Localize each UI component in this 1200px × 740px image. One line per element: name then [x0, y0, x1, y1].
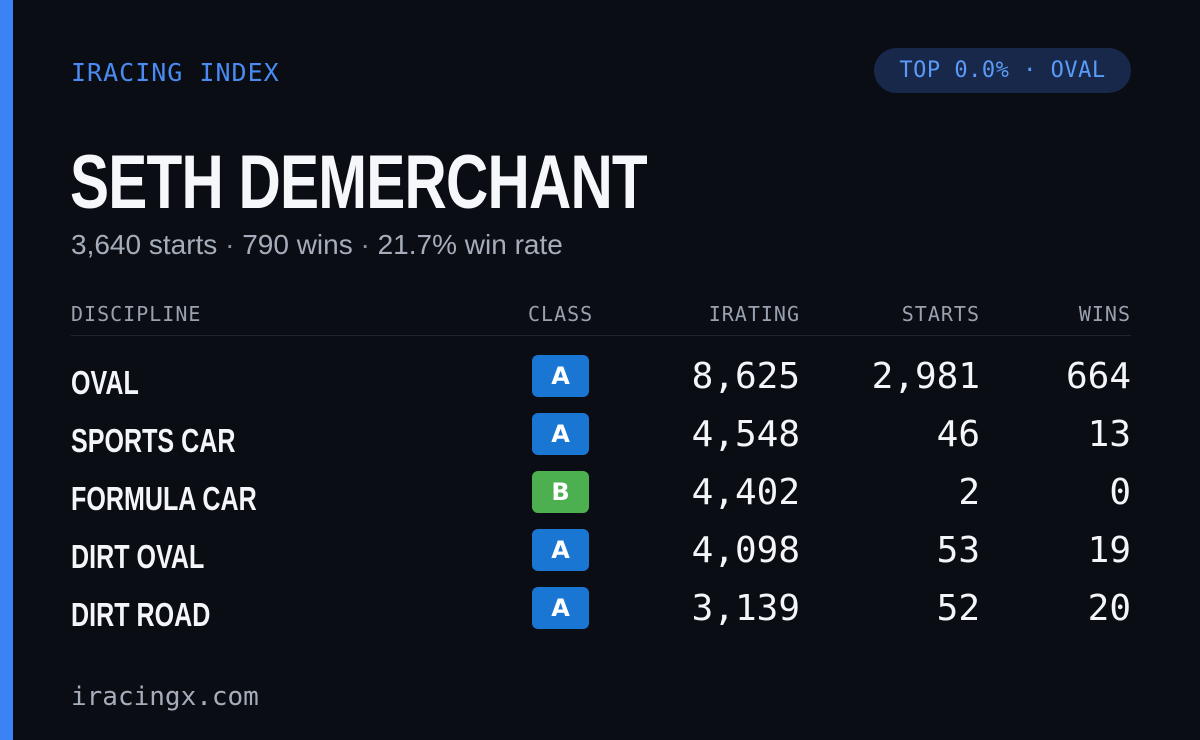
starts-value: 2,981 [871, 356, 980, 397]
separator: · [360, 229, 370, 260]
starts-value: 53 [936, 530, 980, 571]
table-row: OVAL A 8,625 2,981 664 [71, 355, 1131, 413]
wins-value: 13 [1087, 414, 1131, 455]
irating-value: 4,402 [691, 472, 800, 513]
driver-name: SETH DEMERCHANT [70, 140, 648, 225]
irating-value: 4,548 [691, 414, 800, 455]
wins-value: 20 [1087, 588, 1131, 629]
separator: · [225, 229, 235, 260]
class-badge: A [532, 355, 589, 397]
discipline-name: DIRT ROAD [71, 596, 211, 633]
table-header: DISCIPLINE CLASS IRATING STARTS WINS [71, 300, 1131, 336]
table-row: DIRT ROAD A 3,139 52 20 [71, 587, 1131, 645]
wins-total: 790 wins [242, 229, 353, 260]
irating-value: 4,098 [691, 530, 800, 571]
table-row: FORMULA CAR B 4,402 2 0 [71, 471, 1131, 529]
class-badge: A [532, 529, 589, 571]
win-rate: 21.7% win rate [377, 229, 563, 260]
header-wins: WINS [1078, 302, 1131, 326]
wins-value: 664 [1065, 356, 1131, 397]
table-row: DIRT OVAL A 4,098 53 19 [71, 529, 1131, 587]
accent-bar [0, 0, 13, 740]
rank-badge: TOP 0.0% · OVAL [874, 48, 1131, 93]
table-row: SPORTS CAR A 4,548 46 13 [71, 413, 1131, 471]
header-irating: IRATING [708, 302, 800, 326]
class-badge: A [532, 587, 589, 629]
starts-value: 2 [958, 472, 980, 513]
class-badge: A [532, 413, 589, 455]
starts-value: 52 [936, 588, 980, 629]
wins-value: 19 [1087, 530, 1131, 571]
class-badge: B [532, 471, 589, 513]
discipline-name: SPORTS CAR [71, 422, 236, 459]
discipline-name: OVAL [71, 364, 139, 401]
irating-value: 3,139 [691, 588, 800, 629]
driver-summary: 3,640 starts · 790 wins · 21.7% win rate [71, 229, 563, 261]
header-class: CLASS [528, 302, 594, 326]
discipline-name: FORMULA CAR [71, 480, 257, 517]
wins-value: 0 [1109, 472, 1131, 513]
starts-total: 3,640 starts [71, 229, 218, 260]
header-starts: STARTS [901, 302, 980, 326]
starts-value: 46 [936, 414, 980, 455]
footer-site: iracingx.com [71, 682, 259, 712]
discipline-name: DIRT OVAL [71, 538, 205, 575]
irating-value: 8,625 [691, 356, 800, 397]
brand-title: IRACING INDEX [71, 58, 280, 87]
header-discipline: DISCIPLINE [71, 302, 202, 326]
